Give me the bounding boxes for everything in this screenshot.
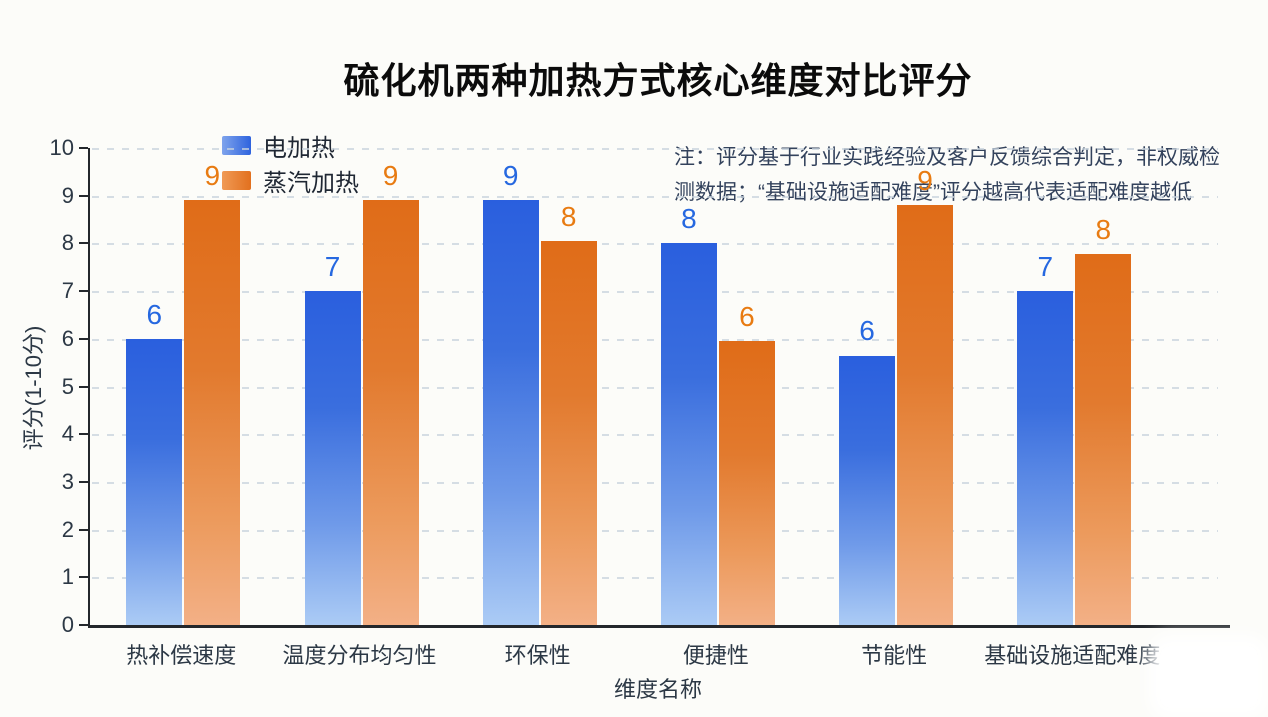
y-tick-label: 7 — [61, 278, 74, 304]
bar-value-label: 6 — [739, 301, 755, 333]
bar-电加热-便捷性 — [660, 243, 717, 625]
note-line-1: 注：评分基于行业实践经验及客户反馈综合判定，非权威检 — [674, 146, 1220, 169]
bar-value-label: 9 — [502, 160, 519, 192]
bar-value-label: 7 — [1037, 251, 1054, 283]
gridline — [92, 195, 1218, 198]
gridline — [92, 529, 1218, 532]
bar-value-label: 9 — [382, 160, 399, 192]
bar-value-label: 6 — [146, 298, 163, 330]
y-tick-label: 3 — [61, 468, 74, 494]
gridline — [92, 338, 1218, 341]
bar-蒸汽加热-温度分布均匀性 — [362, 200, 419, 625]
y-tick-mark — [79, 242, 88, 245]
y-tick-mark — [79, 194, 88, 197]
bar-value-label: 8 — [681, 203, 697, 235]
y-tick-mark — [79, 385, 88, 388]
y-tick-label: 5 — [61, 373, 74, 399]
y-axis-title: 评分(1-10分) — [21, 325, 46, 451]
y-tick-label: 8 — [61, 230, 74, 256]
watermark-patch — [1160, 646, 1258, 708]
bar-蒸汽加热-节能性 — [897, 205, 954, 625]
y-tick-label: 10 — [49, 135, 74, 160]
y-tick-mark — [79, 147, 88, 149]
gridline — [92, 577, 1218, 580]
y-tick-mark — [79, 433, 88, 436]
chart-title: 硫化机两种加热方式核心维度对比评分 — [343, 60, 973, 101]
bar-蒸汽加热-热补偿速度 — [184, 200, 241, 625]
y-tick-mark — [79, 337, 88, 340]
legend-label: 蒸汽加热 — [263, 169, 359, 197]
bar-蒸汽加热-基础设施适配难度 — [1075, 253, 1132, 625]
x-category-label: 环保性 — [504, 643, 571, 668]
gridline — [92, 386, 1218, 389]
bar-电加热-温度分布均匀性 — [304, 291, 361, 625]
y-tick-mark — [79, 576, 88, 579]
y-tick-mark — [79, 480, 88, 483]
y-tick-label: 9 — [61, 182, 74, 208]
bar-value-label: 8 — [1095, 213, 1112, 245]
bar-电加热-基础设施适配难度 — [1017, 291, 1074, 625]
bar-电加热-环保性 — [482, 200, 539, 625]
legend-swatch-orange — [222, 170, 251, 190]
bar-蒸汽加热-环保性 — [540, 241, 597, 625]
y-tick-label: 4 — [61, 421, 74, 447]
x-category-label: 便捷性 — [682, 643, 749, 668]
y-tick-label: 6 — [61, 325, 74, 351]
x-category-label: 基础设施适配难度 — [984, 643, 1161, 668]
legend-item-steam: 蒸汽加热 — [222, 167, 359, 197]
bar-电加热-热补偿速度 — [126, 338, 183, 625]
bar-value-label: 9 — [204, 160, 221, 192]
bar-电加热-节能性 — [839, 355, 896, 625]
gridline — [92, 243, 1218, 246]
y-tick-label: 0 — [61, 612, 74, 637]
bar-蒸汽加热-便捷性 — [718, 341, 775, 625]
bar-value-label: 7 — [324, 251, 341, 283]
gridline — [92, 434, 1218, 437]
gridline — [92, 481, 1218, 484]
x-category-label: 温度分布均匀性 — [282, 643, 437, 668]
gridline — [92, 148, 1218, 150]
x-axis-title: 维度名称 — [613, 677, 702, 702]
x-category-label: 热补偿速度 — [126, 643, 237, 668]
bar-value-label: 9 — [917, 165, 933, 197]
y-tick-mark — [79, 528, 88, 531]
note-line-2: 测数据；“基础设施适配难度”评分越高代表适配难度越低 — [674, 181, 1192, 204]
bar-value-label: 6 — [859, 315, 875, 347]
y-tick-mark — [79, 624, 88, 626]
y-tick-label: 1 — [61, 564, 74, 590]
chart-note: 注：评分基于行业实践经验及客户反馈综合判定，非权威检 测数据；“基础设施适配难度… — [674, 140, 1230, 210]
x-category-label: 节能性 — [861, 643, 928, 668]
bar-value-label: 8 — [560, 201, 577, 232]
gridline — [92, 291, 1218, 294]
y-tick-label: 2 — [61, 516, 74, 542]
plot-area: 6 9 7 9 9 8 8 6 6 9 7 8 — [88, 148, 1230, 628]
y-tick-mark — [79, 290, 88, 293]
